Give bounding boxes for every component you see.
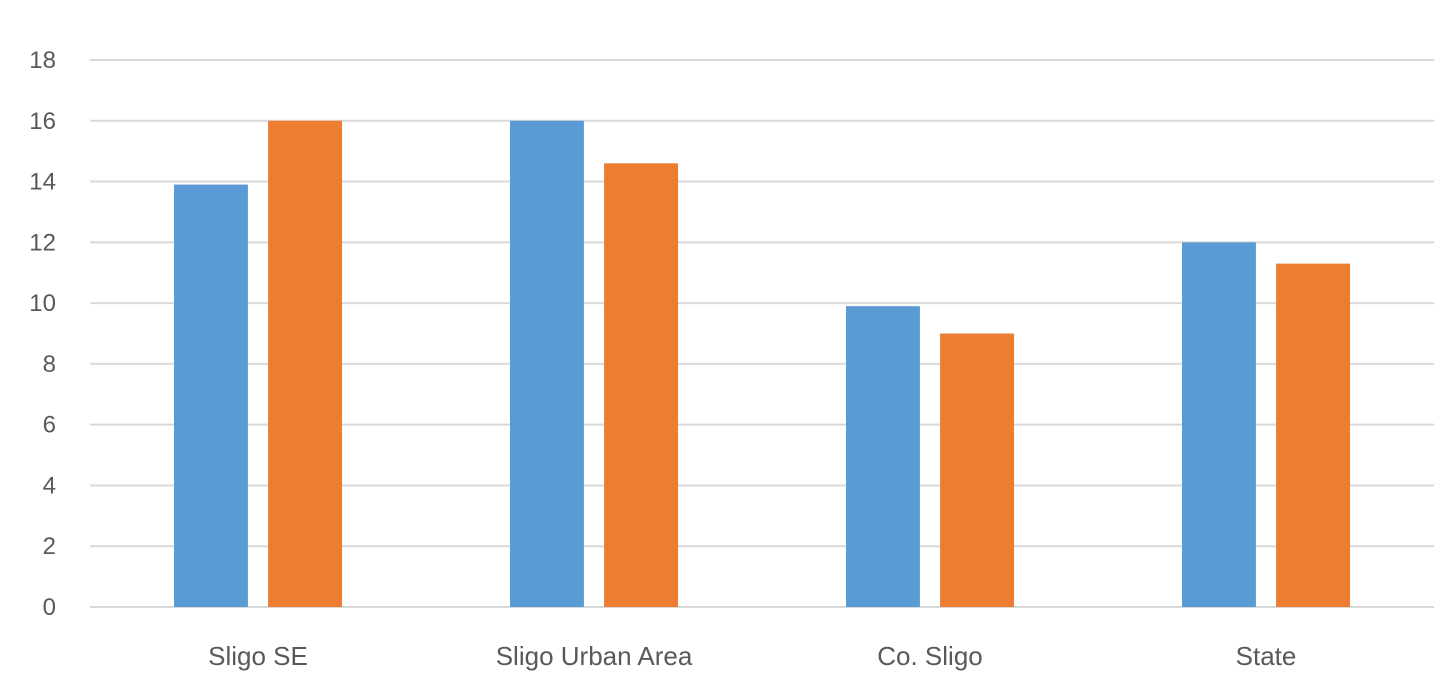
y-tick-label: 4 — [43, 472, 56, 499]
y-tick-label: 10 — [29, 290, 56, 317]
x-tick-label: Co. Sligo — [877, 641, 983, 671]
y-tick-label: 6 — [43, 412, 56, 439]
y-axis-tick-labels: 0 2 4 6 8 10 12 14 16 18 — [29, 47, 56, 621]
x-tick-label: State — [1236, 641, 1297, 671]
y-tick-label: 16 — [29, 108, 56, 135]
x-tick-label: Sligo SE — [208, 641, 308, 671]
bar-series2-sligo-urban-area — [604, 163, 678, 608]
bar-series1-sligo-urban-area — [510, 120, 584, 608]
bar-series2-co-sligo — [940, 333, 1014, 607]
bar-series2-sligo-se — [268, 120, 342, 608]
x-axis-tick-labels: Sligo SE Sligo Urban Area Co. Sligo State — [208, 641, 1296, 671]
y-tick-label: 0 — [43, 594, 56, 621]
bar-series1-state — [1182, 242, 1256, 608]
y-tick-label: 2 — [43, 533, 56, 560]
y-tick-label: 12 — [29, 229, 56, 256]
x-tick-label: Sligo Urban Area — [496, 641, 693, 671]
y-tick-label: 8 — [43, 351, 56, 378]
y-tick-label: 18 — [29, 47, 56, 74]
bar-series1-sligo-se — [174, 184, 248, 607]
bar-series1-co-sligo — [846, 306, 920, 607]
y-tick-label: 14 — [29, 169, 56, 196]
bars — [174, 120, 1350, 608]
bar-series2-state — [1276, 263, 1350, 607]
